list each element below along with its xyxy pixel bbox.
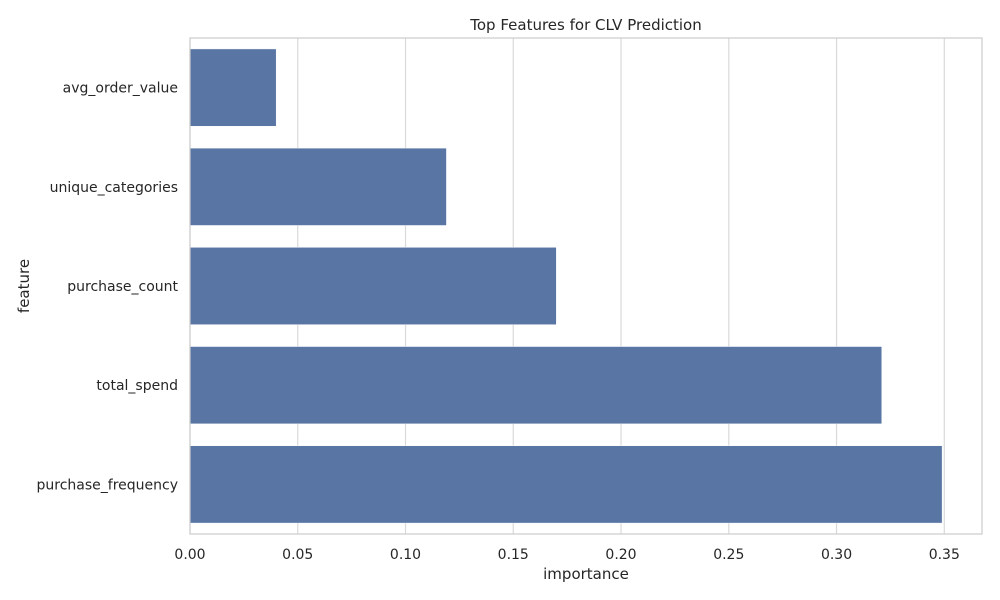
y-tick-label: purchase_count bbox=[67, 279, 178, 295]
x-tick-label: 0.05 bbox=[282, 547, 313, 563]
x-axis-title: importance bbox=[543, 565, 629, 583]
x-tick-label: 0.35 bbox=[929, 547, 960, 563]
bar-purchase_frequency bbox=[189, 445, 943, 524]
bar-total_spend bbox=[189, 346, 883, 425]
bar-purchase_count bbox=[189, 247, 557, 325]
x-tick-label: 0.10 bbox=[390, 547, 421, 563]
y-tick-labels: avg_order_value unique_categories purchase… bbox=[37, 81, 179, 494]
bar-unique_categories bbox=[189, 147, 447, 226]
x-tick-label: 0.15 bbox=[498, 547, 529, 563]
x-tick-label: 0.00 bbox=[174, 547, 205, 563]
y-tick-label: total_spend bbox=[96, 378, 178, 394]
bars bbox=[189, 48, 943, 524]
x-tick-label: 0.25 bbox=[713, 547, 744, 563]
y-axis-title: feature bbox=[15, 259, 33, 313]
plot-frame bbox=[189, 37, 983, 535]
bar-avg_order_value bbox=[189, 48, 277, 127]
chart-title: Top Features for CLV Prediction bbox=[469, 16, 701, 34]
x-tick-label: 0.30 bbox=[821, 547, 852, 563]
y-tick-label: purchase_frequency bbox=[37, 477, 178, 493]
x-tick-label: 0.20 bbox=[605, 547, 636, 563]
x-tick-labels: 0.00 0.05 0.10 0.15 0.20 0.25 0.30 0.35 bbox=[174, 547, 959, 563]
y-tick-label: unique_categories bbox=[50, 180, 178, 196]
y-tick-label: avg_order_value bbox=[63, 81, 178, 97]
